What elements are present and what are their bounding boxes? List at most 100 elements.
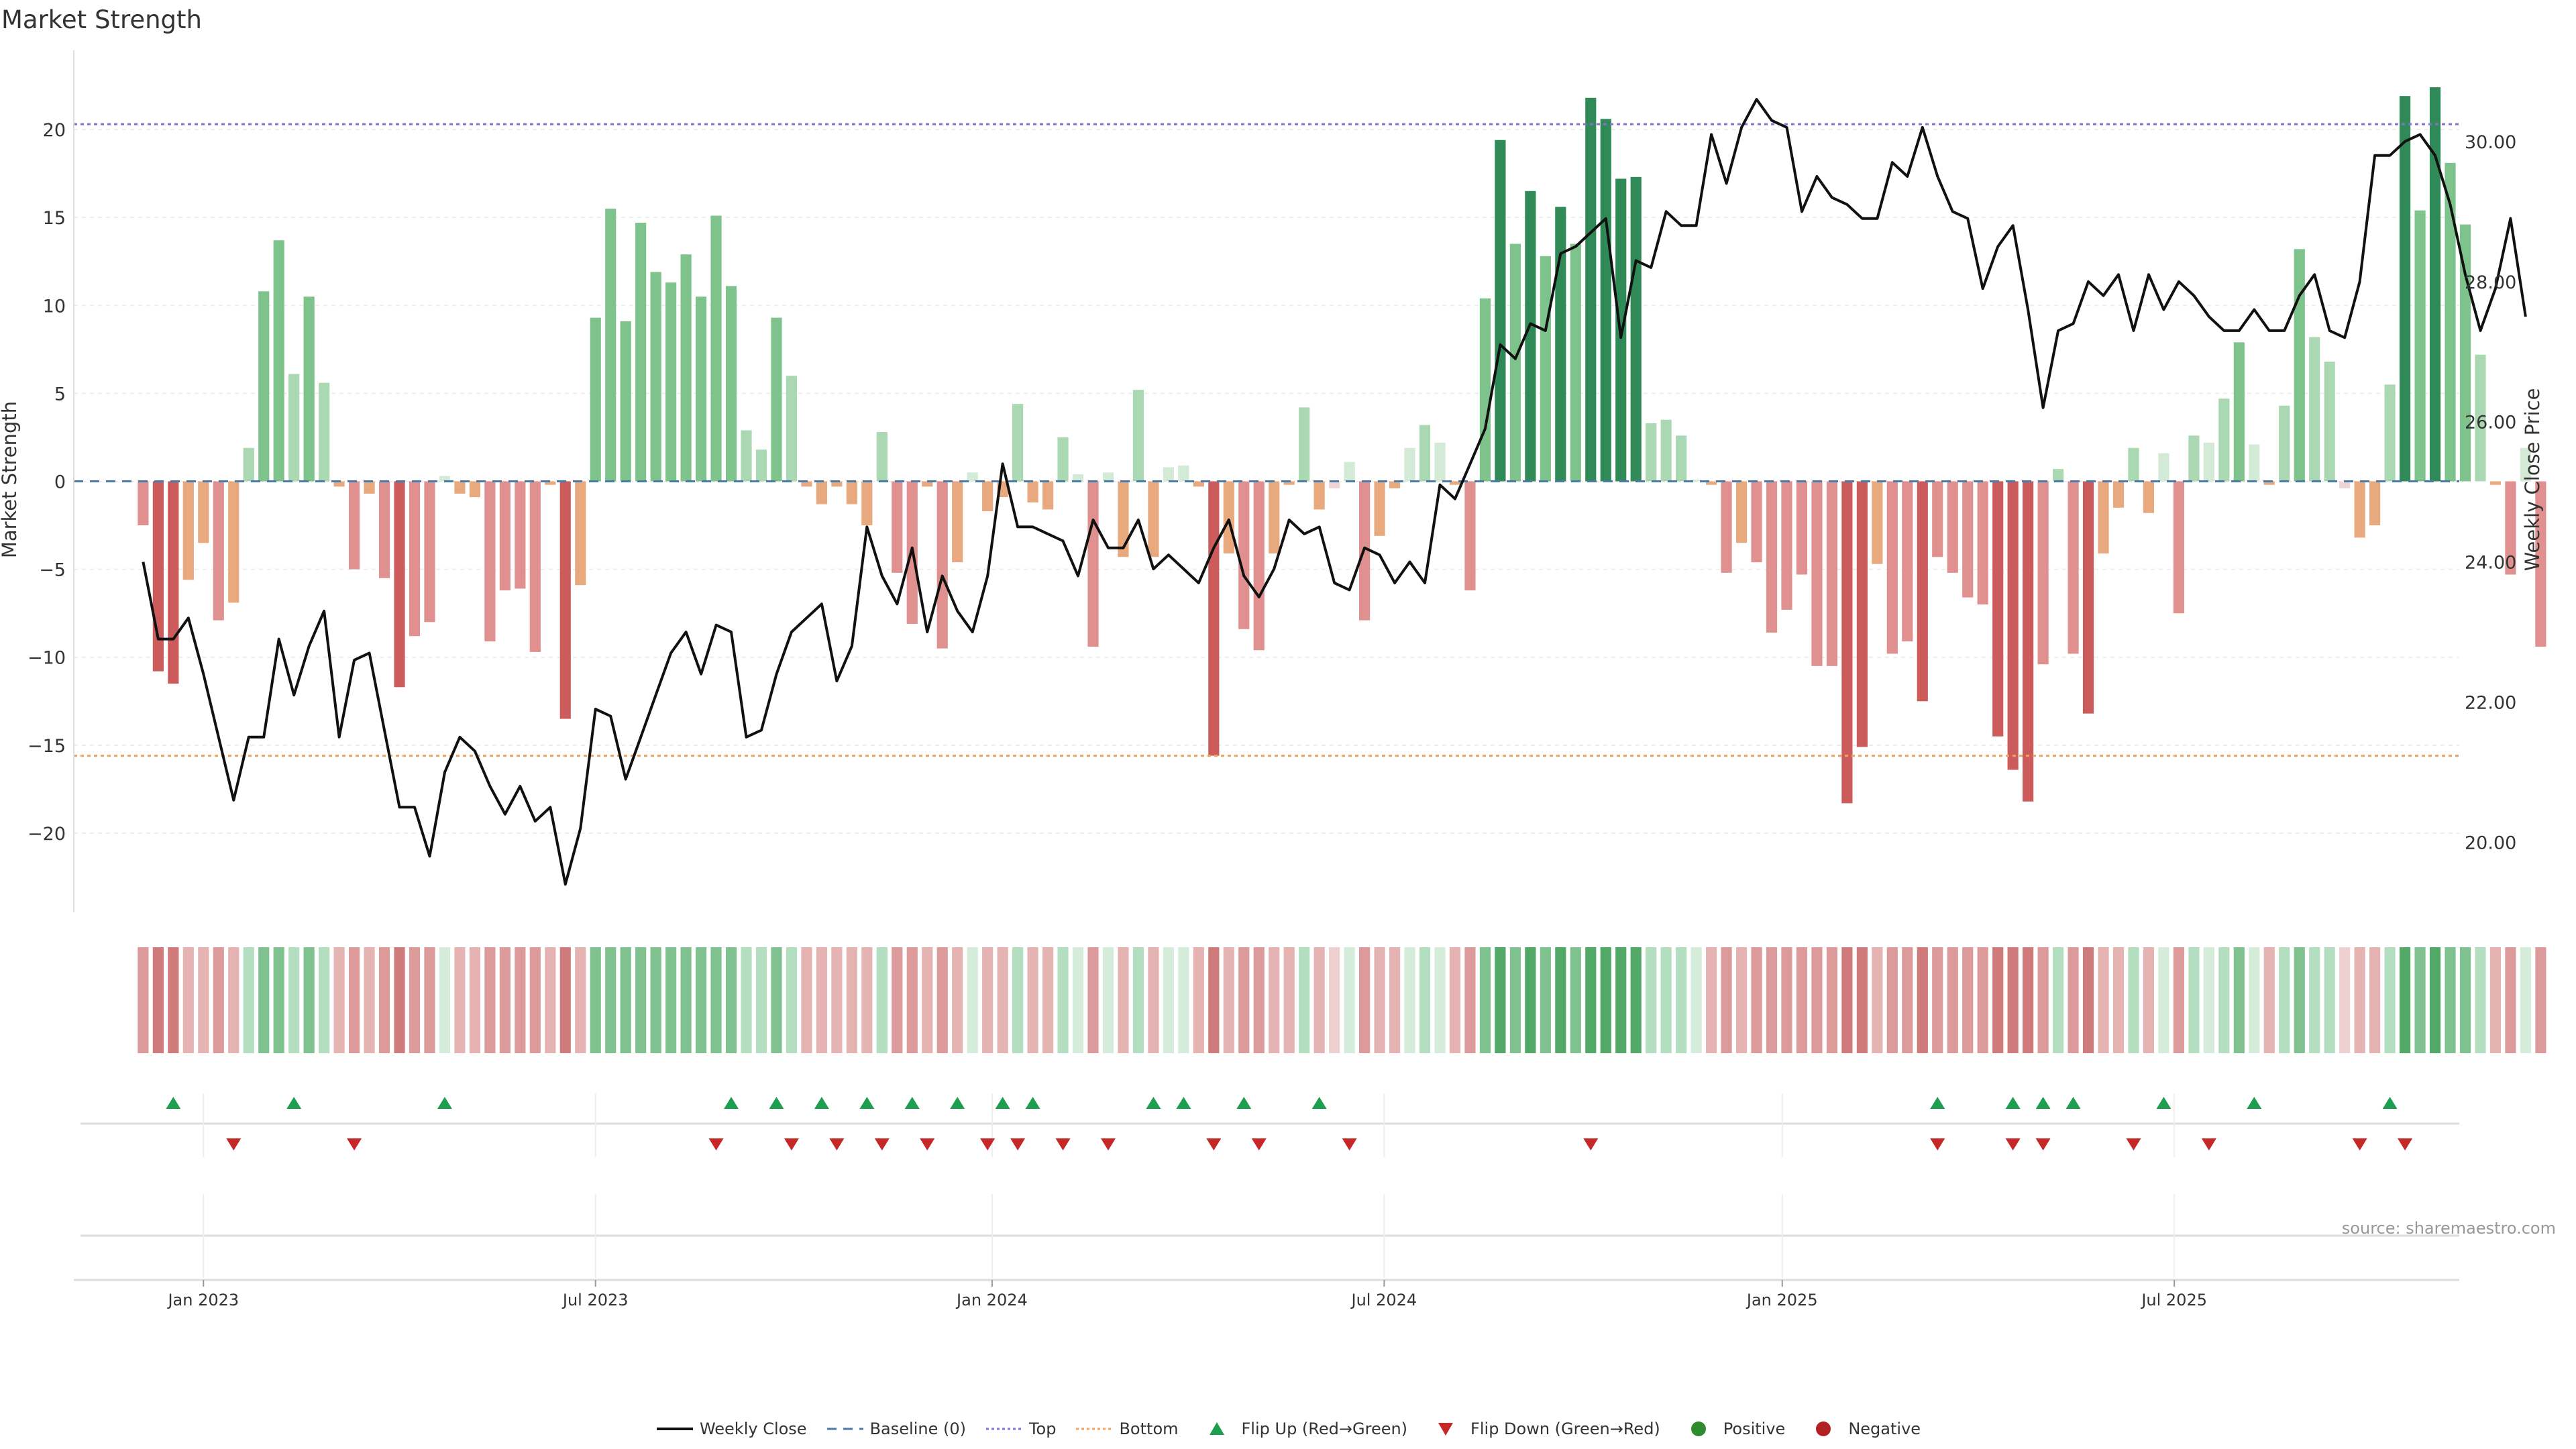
strip-cell <box>1419 947 1431 1053</box>
strip-cell <box>2263 947 2275 1053</box>
strength-bar <box>2369 481 2381 526</box>
strength-bar <box>1796 481 1808 575</box>
strip-cell <box>892 947 903 1053</box>
x-tick-label: Jul 2024 <box>1350 1291 1417 1309</box>
strength-bar <box>2037 481 2049 665</box>
strength-bar <box>499 481 511 591</box>
strength-bar <box>2429 87 2441 482</box>
circle-icon <box>1816 1421 1831 1436</box>
strength-bar <box>1253 481 1265 651</box>
strip-cell <box>2294 947 2305 1053</box>
flip-down-marker <box>1055 1138 1071 1150</box>
strip-cell <box>1706 947 1717 1053</box>
flip-up-marker <box>1236 1097 1252 1109</box>
flip-up-marker <box>437 1097 452 1109</box>
legend-label: Top <box>1028 1419 1057 1438</box>
strip-cell <box>2023 947 2034 1053</box>
strength-bar <box>348 481 360 570</box>
strip-cell <box>1585 947 1597 1053</box>
strength-bar <box>1735 481 1748 543</box>
strength-bar <box>2475 354 2486 482</box>
strength-bar <box>1826 481 1838 666</box>
strength-bar <box>1660 419 1672 482</box>
legend-item: Top <box>985 1419 1057 1439</box>
strength-bar <box>876 432 888 482</box>
strip-cell <box>1208 947 1220 1053</box>
strip-cell <box>515 947 526 1053</box>
strip-cell <box>2143 947 2155 1053</box>
y2-tick-label: 26.00 <box>2465 413 2516 433</box>
strip-cell <box>741 947 752 1053</box>
strip-cell <box>665 947 677 1053</box>
strength-bar <box>1238 481 1250 629</box>
strength-bar <box>2188 435 2200 482</box>
strength-bar <box>243 447 254 482</box>
strip-cell <box>228 947 239 1053</box>
strength-bar <box>2007 481 2019 770</box>
strength-bar <box>1118 481 1129 557</box>
flip-up-marker <box>904 1097 920 1109</box>
y-tick-label: −20 <box>28 824 66 845</box>
strip-cell <box>725 947 737 1053</box>
legend-swatch <box>1076 1428 1113 1430</box>
strip-cell <box>1299 947 1310 1053</box>
strip-cell <box>2535 947 2546 1053</box>
strength-bar <box>1525 191 1536 482</box>
strip-cell <box>1449 947 1461 1053</box>
strip-cell <box>1630 947 1642 1053</box>
strength-bar <box>1374 481 1385 536</box>
strip-cell <box>1977 947 1988 1053</box>
triangle-down-icon <box>1438 1423 1454 1436</box>
flip-down-marker <box>1010 1138 1026 1150</box>
strip-cell <box>2459 947 2471 1053</box>
strip-cell <box>213 947 224 1053</box>
strength-bar <box>152 481 164 672</box>
strength-bar <box>1962 481 1974 598</box>
x-tick-label: Jan 2024 <box>955 1291 1028 1309</box>
strip-cell <box>876 947 888 1053</box>
strip-cell <box>2249 947 2260 1053</box>
x-tick-label: Jul 2023 <box>561 1291 629 1309</box>
strength-bar <box>182 481 194 580</box>
strength-bar <box>1841 481 1853 804</box>
strength-bar <box>2112 481 2125 508</box>
strength-bar <box>138 481 149 526</box>
strip-cell <box>152 947 164 1053</box>
legend-item: Weekly Close <box>655 1419 807 1439</box>
strength-bar <box>755 449 767 482</box>
chart-title: Market Strength <box>1 5 202 34</box>
strip-cell <box>1917 947 1928 1053</box>
strength-bar <box>1283 481 1295 485</box>
flip-up-marker <box>2035 1097 2051 1109</box>
strip-cell <box>1118 947 1129 1053</box>
strip-cell <box>545 947 556 1053</box>
strip-cell <box>2369 947 2381 1053</box>
strip-cell <box>499 947 511 1053</box>
strength-bar <box>1932 481 1943 557</box>
flip-down-marker <box>2398 1138 2413 1150</box>
strip-cell <box>1781 947 1792 1053</box>
strip-cell <box>755 947 767 1053</box>
strip-cell <box>2233 947 2245 1053</box>
strength-bar <box>846 481 857 504</box>
legend-label: Bottom <box>1119 1419 1179 1438</box>
strength-bar <box>258 291 270 482</box>
strength-bar <box>1434 442 1446 482</box>
strength-bar <box>1344 462 1355 482</box>
strength-bar <box>424 481 435 623</box>
strip-cell <box>982 947 994 1053</box>
strip-cell <box>1344 947 1355 1053</box>
strip-cell <box>1434 947 1446 1053</box>
legend-item: Bottom <box>1075 1419 1179 1439</box>
strip-cell <box>846 947 857 1053</box>
strip-cell <box>2429 947 2441 1053</box>
strength-bar <box>831 481 843 487</box>
flip-up-marker <box>2247 1097 2262 1109</box>
strength-bar <box>409 481 421 637</box>
strip-cell <box>2068 947 2079 1053</box>
strip-cell <box>816 947 827 1053</box>
strength-bar <box>1299 407 1310 482</box>
strip-cell <box>1132 947 1144 1053</box>
legend-swatch <box>985 1428 1022 1430</box>
strength-bar <box>786 376 798 482</box>
